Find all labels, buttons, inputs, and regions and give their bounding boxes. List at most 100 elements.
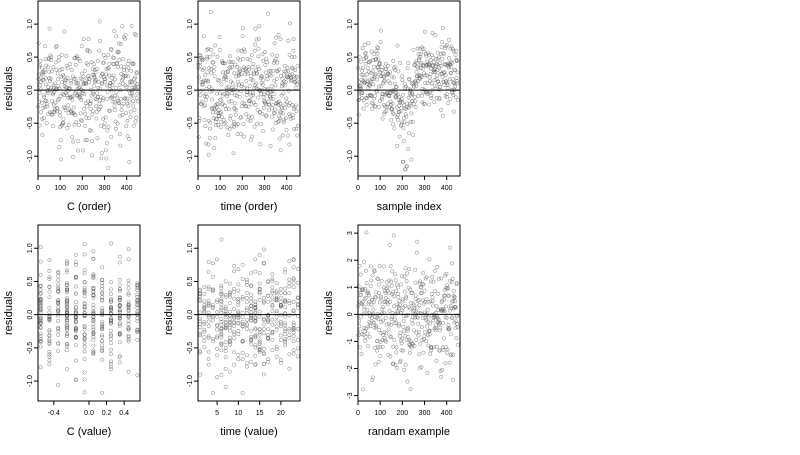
data-point [409,301,413,306]
data-point [118,42,123,46]
data-point [385,71,390,76]
data-point [274,293,279,298]
data-point [419,62,423,67]
data-point [432,315,437,320]
data-point [206,302,211,307]
data-point [290,66,295,71]
data-point [392,294,397,298]
data-point [257,291,262,296]
data-point [406,61,411,66]
data-point [223,384,228,389]
data-point [47,315,52,320]
data-point [111,55,116,60]
data-point [47,305,52,310]
data-point [292,105,297,110]
data-point [362,326,366,331]
data-point [134,115,139,120]
y-tick-label: 0.0 [187,85,194,95]
y-tick-label: 1.0 [187,243,194,253]
data-point [46,65,50,70]
data-point [435,291,440,296]
data-point [232,362,237,367]
data-point [356,333,361,338]
data-point [81,37,86,42]
data-point [274,344,279,349]
data-point [377,263,382,268]
data-point [398,360,403,365]
data-point [261,331,266,336]
data-point [280,106,284,111]
data-point [86,37,91,41]
data-point [261,299,266,304]
data-point [104,141,109,146]
data-point [79,71,84,76]
data-point [385,284,390,289]
data-point [389,90,393,95]
data-point [100,333,105,337]
data-point [91,276,96,281]
data-point [76,139,81,144]
data-point [130,62,135,67]
data-point [261,372,266,377]
data-point [82,341,87,346]
data-point [73,77,78,81]
data-point [369,302,374,307]
data-point [261,316,266,321]
data-point [396,118,401,122]
data-point [44,99,49,104]
data-point [38,337,43,342]
data-point [47,69,52,74]
data-point [276,33,281,37]
data-point [389,106,394,111]
data-point [438,64,443,68]
data-point [82,357,87,361]
data-point [278,338,283,342]
data-point [248,74,253,79]
data-point [429,81,434,86]
data-point [240,34,245,39]
data-point [287,333,292,337]
data-point [251,93,255,97]
data-point [388,323,393,328]
data-point [235,56,240,61]
data-point [125,119,130,123]
data-point [59,157,64,162]
data-point [399,282,403,287]
data-point [422,87,427,92]
data-point [411,47,416,52]
data-point [117,277,122,282]
data-point [219,283,224,288]
data-point [135,300,140,305]
data-point [127,99,132,104]
data-point [38,87,43,92]
data-point [86,73,91,78]
data-point [117,315,122,320]
data-point [374,49,379,54]
data-point [82,291,87,295]
data-point [221,77,226,82]
data-point [442,309,447,314]
data-point [216,122,221,127]
data-point [427,102,432,107]
data-point [81,107,86,112]
data-point [56,282,61,287]
data-point [244,93,249,98]
data-point [82,286,87,291]
data-point [429,93,434,98]
data-point [261,300,266,305]
data-point [65,367,69,372]
data-point [196,75,201,80]
data-point [283,338,288,343]
data-point [198,316,203,321]
data-point [365,307,370,312]
data-point [416,298,421,303]
data-point [370,273,375,278]
y-axis-title: residuals [3,66,15,111]
data-point [262,87,267,92]
y-tick-label: -1.0 [187,150,194,162]
data-point [135,303,140,308]
data-point [416,94,421,99]
data-point [452,294,457,299]
data-point [56,58,61,63]
